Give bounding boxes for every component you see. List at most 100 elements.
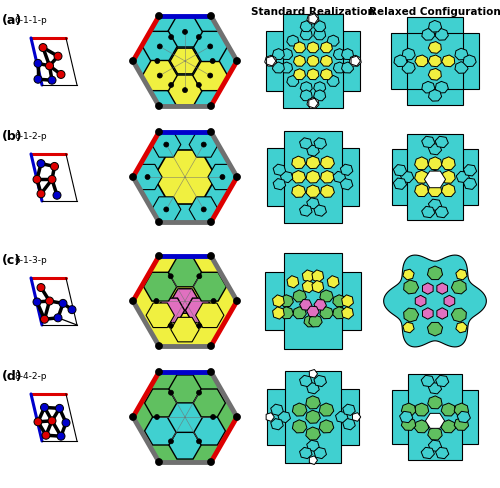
Polygon shape	[320, 307, 333, 319]
Circle shape	[57, 432, 65, 440]
Polygon shape	[342, 405, 355, 416]
Polygon shape	[464, 165, 476, 177]
Circle shape	[156, 369, 162, 376]
Polygon shape	[307, 43, 319, 54]
Polygon shape	[320, 56, 332, 67]
Polygon shape	[352, 413, 360, 422]
Polygon shape	[314, 376, 326, 387]
Polygon shape	[342, 295, 353, 307]
Polygon shape	[437, 283, 448, 295]
Polygon shape	[435, 207, 448, 218]
Circle shape	[130, 59, 136, 65]
Circle shape	[37, 190, 45, 199]
Polygon shape	[422, 207, 435, 218]
Bar	[392, 150, 478, 205]
Polygon shape	[334, 49, 345, 61]
Polygon shape	[428, 184, 442, 197]
Polygon shape	[156, 299, 184, 323]
Polygon shape	[306, 171, 320, 183]
Circle shape	[34, 61, 42, 68]
Polygon shape	[333, 307, 346, 319]
Polygon shape	[146, 304, 174, 328]
Polygon shape	[142, 32, 177, 62]
Polygon shape	[320, 403, 334, 416]
Polygon shape	[270, 419, 283, 430]
Polygon shape	[340, 165, 353, 176]
Polygon shape	[441, 403, 456, 416]
Polygon shape	[320, 157, 334, 169]
Polygon shape	[437, 308, 448, 320]
Bar	[266, 32, 360, 92]
Polygon shape	[306, 146, 320, 157]
Polygon shape	[189, 198, 218, 223]
Polygon shape	[456, 270, 467, 280]
Polygon shape	[436, 447, 449, 459]
Polygon shape	[422, 308, 433, 320]
Polygon shape	[280, 295, 293, 307]
Polygon shape	[457, 411, 470, 423]
Circle shape	[154, 299, 159, 304]
Circle shape	[158, 45, 162, 50]
Circle shape	[168, 36, 173, 41]
Polygon shape	[306, 396, 320, 409]
Polygon shape	[272, 295, 284, 307]
Polygon shape	[273, 179, 285, 190]
Polygon shape	[293, 307, 306, 319]
Polygon shape	[441, 420, 456, 433]
Circle shape	[56, 405, 64, 412]
Polygon shape	[351, 57, 360, 67]
Polygon shape	[428, 42, 442, 54]
Circle shape	[168, 390, 173, 395]
Polygon shape	[300, 205, 312, 217]
Circle shape	[156, 253, 162, 260]
Circle shape	[196, 36, 202, 41]
Bar	[392, 390, 478, 444]
Polygon shape	[292, 403, 307, 416]
Polygon shape	[273, 165, 285, 176]
Polygon shape	[280, 49, 292, 61]
Polygon shape	[452, 308, 466, 322]
Circle shape	[201, 207, 206, 212]
Circle shape	[145, 175, 150, 180]
Text: (a): (a)	[2, 14, 22, 27]
Polygon shape	[320, 171, 334, 183]
Polygon shape	[134, 18, 236, 106]
Polygon shape	[442, 171, 456, 184]
Polygon shape	[306, 185, 320, 198]
Polygon shape	[436, 376, 449, 387]
Circle shape	[62, 419, 70, 427]
Circle shape	[39, 44, 47, 52]
Polygon shape	[300, 376, 312, 387]
Polygon shape	[168, 402, 202, 432]
Circle shape	[208, 219, 214, 226]
Bar	[391, 34, 479, 90]
Text: Standard Realization: Standard Realization	[251, 7, 375, 17]
Polygon shape	[342, 307, 353, 320]
Text: 8-4-2-p: 8-4-2-p	[14, 371, 46, 380]
Polygon shape	[306, 198, 320, 210]
Text: (b): (b)	[2, 130, 22, 142]
Polygon shape	[300, 91, 312, 102]
Circle shape	[68, 306, 76, 314]
Polygon shape	[134, 373, 236, 461]
Circle shape	[37, 160, 45, 168]
Circle shape	[34, 418, 42, 426]
Polygon shape	[456, 323, 467, 333]
Polygon shape	[422, 283, 433, 295]
Polygon shape	[152, 198, 181, 223]
Polygon shape	[320, 290, 333, 303]
Polygon shape	[336, 411, 348, 423]
Polygon shape	[426, 413, 444, 428]
Circle shape	[182, 30, 188, 35]
Bar	[268, 149, 358, 206]
Polygon shape	[144, 389, 177, 417]
Circle shape	[208, 74, 212, 79]
Polygon shape	[416, 296, 426, 307]
Circle shape	[59, 300, 67, 308]
Polygon shape	[300, 139, 312, 150]
Polygon shape	[294, 43, 306, 54]
Circle shape	[53, 192, 61, 200]
Circle shape	[234, 298, 240, 305]
Circle shape	[196, 439, 202, 444]
Polygon shape	[428, 171, 442, 184]
